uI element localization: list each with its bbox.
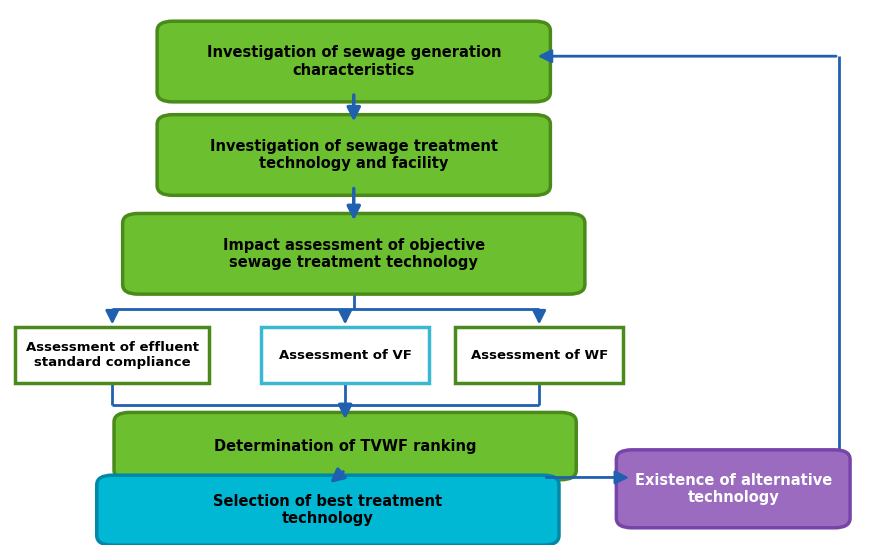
Text: Investigation of sewage treatment
technology and facility: Investigation of sewage treatment techno… — [209, 139, 498, 171]
FancyBboxPatch shape — [616, 450, 850, 528]
FancyBboxPatch shape — [455, 327, 623, 383]
Text: Assessment of VF: Assessment of VF — [279, 349, 412, 362]
FancyBboxPatch shape — [158, 21, 550, 102]
FancyBboxPatch shape — [114, 413, 576, 480]
Text: Investigation of sewage generation
characteristics: Investigation of sewage generation chara… — [207, 45, 501, 78]
Text: Determination of TVWF ranking: Determination of TVWF ranking — [214, 439, 476, 453]
Text: Impact assessment of objective
sewage treatment technology: Impact assessment of objective sewage tr… — [223, 238, 485, 270]
FancyBboxPatch shape — [97, 475, 559, 545]
Text: Selection of best treatment
technology: Selection of best treatment technology — [213, 494, 443, 526]
FancyBboxPatch shape — [261, 327, 429, 383]
FancyBboxPatch shape — [15, 327, 209, 383]
Text: Assessment of effluent
standard compliance: Assessment of effluent standard complian… — [26, 341, 199, 370]
FancyBboxPatch shape — [158, 114, 550, 195]
Text: Existence of alternative
technology: Existence of alternative technology — [634, 473, 832, 505]
FancyBboxPatch shape — [122, 214, 585, 294]
Text: Assessment of WF: Assessment of WF — [471, 349, 608, 362]
